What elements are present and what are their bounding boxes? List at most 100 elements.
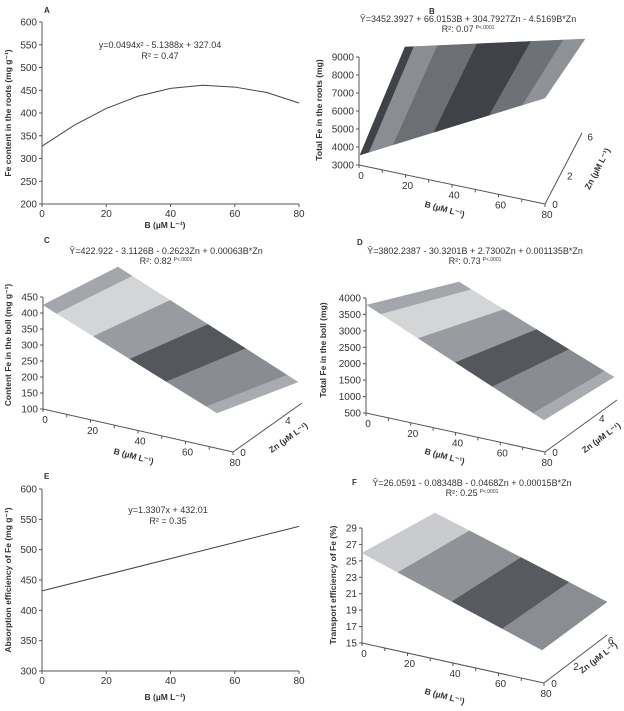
x-tick-label: 60	[229, 676, 241, 687]
surface-band	[532, 371, 615, 421]
x-tick-label: 40	[165, 209, 177, 220]
surface-band	[522, 38, 586, 106]
y-tick-label: 350	[20, 636, 37, 647]
r-squared-value: R²: 0.82	[140, 256, 172, 266]
regression-equation: Ŷ=3452.3927 + 66.0153B + 304.7927Zn - 4.…	[360, 14, 576, 24]
p-value: P<.0001	[476, 25, 495, 31]
surface-band	[501, 582, 608, 651]
x-tick-label: 20	[404, 659, 416, 670]
x-axis-label: B (µM L⁻¹)	[144, 220, 185, 230]
y-tick-label: 300	[20, 667, 37, 678]
x-axis-label: B (µM L⁻¹)	[144, 692, 185, 702]
x-tick-label: 40	[165, 676, 177, 687]
zn-tick-label: 0	[552, 200, 558, 211]
zn-tick-label: 0	[240, 448, 246, 459]
y-tick-label: 3000	[332, 161, 355, 172]
x-tick-label: 40	[134, 437, 146, 448]
x-tick-label: 20	[87, 426, 99, 437]
zn-axis-label: Zn (µM L⁻¹)	[582, 146, 612, 191]
x-tick-label: 60	[495, 200, 507, 211]
x-tick-label: 0	[39, 209, 45, 220]
regression-equation: Ŷ=422.922 - 3.1126B - 0.2623Zn + 0.00063…	[69, 246, 262, 256]
zn-axis	[544, 132, 583, 205]
x-tick-label: 60	[182, 447, 194, 458]
y-tick-label: 450	[21, 293, 38, 304]
y-tick-label: 300	[20, 154, 37, 165]
x-tick-label: 60	[497, 448, 509, 459]
r-squared: R²: 0.07 P<.0001	[442, 24, 495, 34]
y-tick-label: 21	[346, 589, 358, 600]
x-tick-label: 0	[39, 676, 45, 687]
x-axis-label: B (µM L⁻¹)	[113, 446, 155, 466]
panel-A: A 200 250 300 350 400 450 500 550 600 0 20 40 60 80 y=0…	[3, 6, 305, 230]
y-tick-label: 450	[20, 86, 37, 97]
x-axis-label: B (µM L⁻¹)	[424, 199, 466, 219]
x-tick-label: 80	[541, 458, 553, 469]
y-tick-label: 23	[346, 573, 358, 584]
r-squared: R² = 0.47	[141, 51, 178, 61]
y-tick-label: 3500	[339, 310, 362, 321]
y-tick-label: 500	[344, 409, 361, 420]
y-tick-label: 2500	[339, 343, 362, 354]
y-tick-label: 100	[21, 405, 38, 416]
p-value: P<.0001	[483, 257, 502, 263]
zn-tick-label: 2	[567, 172, 573, 183]
surface-band	[206, 374, 299, 414]
r-squared: R²: 0.73 P<.0001	[449, 256, 502, 266]
regression-equation: y=1.3307x + 432.01	[128, 505, 208, 515]
y-tick-label: 29	[346, 524, 358, 535]
x-tick-label: 80	[229, 458, 241, 469]
x-tick-label: 60	[229, 209, 241, 220]
x-tick-label: 20	[101, 676, 113, 687]
panel-label: D	[357, 238, 363, 247]
y-tick-label: 200	[20, 200, 37, 211]
zn-tick-label: 2	[573, 662, 579, 673]
y-tick-label: 7000	[332, 89, 355, 100]
y-tick-label: 400	[20, 109, 37, 120]
regression-equation: y=0.0494x² - 5.1388x + 327.04	[99, 40, 222, 50]
y-tick-label: 1000	[339, 392, 362, 403]
y-tick-label: 400	[20, 606, 37, 617]
y-tick-label: 15	[346, 639, 358, 650]
panel-label: E	[44, 472, 50, 481]
y-tick-label: 600	[20, 485, 37, 496]
y-tick-label: 17	[346, 622, 358, 633]
y-tick-label: 9000	[332, 53, 355, 64]
y-tick-label: 19	[346, 606, 358, 617]
y-tick-label: 4000	[339, 294, 362, 305]
x-axis-label: B (µM L⁻¹)	[424, 686, 466, 706]
panel-label: F	[352, 478, 357, 487]
r-squared: R²: 0.82 P<.0001	[140, 256, 193, 266]
x-tick-label: 40	[449, 669, 461, 680]
x-tick-label: 20	[402, 181, 414, 192]
zn-axis	[544, 399, 618, 453]
y-axis-label: Total Fe in the boll (mg)	[318, 302, 328, 397]
y-tick-label: 250	[21, 357, 38, 368]
p-value: P<.0001	[174, 257, 193, 263]
y-tick-label: 6000	[332, 107, 355, 118]
regression-equation: Ŷ=26.0591 - 0.08348B - 0.0468Zn + 0.0001…	[372, 478, 571, 488]
y-tick-label: 350	[21, 325, 38, 336]
x-tick-label: 60	[495, 679, 507, 690]
y-axis-label: Transport efficiency of Fe (%)	[328, 525, 338, 644]
y-tick-label: 3000	[339, 326, 362, 337]
y-axis-label: Total Fe in the roots (mg)	[314, 59, 324, 161]
zn-tick-label: 0	[551, 679, 557, 690]
regression-equation: Ŷ=3802.2387 - 30.3201B + 2.7300Zn + 0.00…	[367, 246, 583, 256]
y-tick-label: 200	[21, 373, 38, 384]
fit-curve	[41, 525, 300, 592]
x-tick-label: 80	[540, 689, 552, 700]
zn-tick-label: 6	[608, 636, 614, 647]
panel-label: A	[44, 6, 50, 15]
r-squared-value: R²: 0.07	[442, 24, 474, 34]
zn-tick-label: 0	[552, 448, 558, 459]
y-tick-label: 450	[20, 576, 37, 587]
panel-D: D Ŷ=3802.2387 - 30.3201B + 2.7300Zn + 0.0…	[318, 238, 623, 469]
y-tick-label: 4000	[332, 143, 355, 154]
r-squared: R²: 0.25 P<.0001	[446, 488, 499, 498]
x-tick-label: 80	[293, 676, 305, 687]
x-tick-label: 20	[101, 209, 113, 220]
y-tick-label: 150	[21, 389, 38, 400]
y-axis-label: Content Fe in the boll (mg g⁻¹)	[3, 284, 13, 407]
x-tick-label: 0	[358, 171, 364, 182]
